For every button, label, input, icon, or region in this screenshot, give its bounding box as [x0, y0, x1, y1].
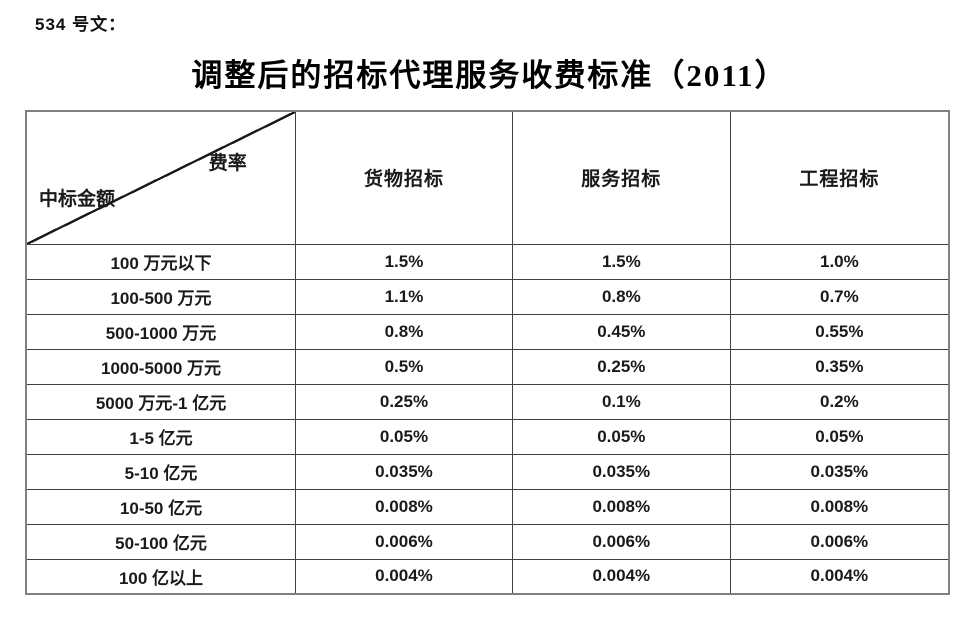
- table-row: 5-10 亿元 0.035% 0.035% 0.035%: [25, 453, 950, 490]
- amount-range-cell: 5000 万元-1 亿元: [25, 383, 297, 420]
- rate-value-cell: 0.004%: [511, 558, 731, 595]
- rate-value-cell: 0.25%: [295, 383, 513, 420]
- rate-value-cell: 0.25%: [511, 348, 731, 385]
- rate-value-cell: 0.55%: [729, 313, 950, 350]
- rate-value-cell: 0.035%: [729, 453, 950, 490]
- rate-value-cell: 0.2%: [729, 383, 950, 420]
- table-row: 100-500 万元 1.1% 0.8% 0.7%: [25, 278, 950, 315]
- rate-value-cell: 0.035%: [295, 453, 513, 490]
- table-row: 100 亿以上 0.004% 0.004% 0.004%: [25, 558, 950, 595]
- column-header-engineering: 工程招标: [729, 110, 950, 245]
- diagonal-corner-cell: 费率 中标金额: [25, 110, 297, 245]
- amount-range-cell: 50-100 亿元: [25, 523, 297, 560]
- column-header-goods: 货物招标: [295, 110, 513, 245]
- amount-range-cell: 100-500 万元: [25, 278, 297, 315]
- rate-value-cell: 0.006%: [511, 523, 731, 560]
- rate-value-cell: 0.05%: [295, 418, 513, 455]
- table-row: 50-100 亿元 0.006% 0.006% 0.006%: [25, 523, 950, 560]
- rate-value-cell: 0.006%: [729, 523, 950, 560]
- rate-value-cell: 0.05%: [729, 418, 950, 455]
- table-row: 500-1000 万元 0.8% 0.45% 0.55%: [25, 313, 950, 350]
- amount-range-cell: 10-50 亿元: [25, 488, 297, 525]
- rate-value-cell: 0.5%: [295, 348, 513, 385]
- page-title: 调整后的招标代理服务收费标准（2011）: [191, 58, 788, 93]
- rate-value-cell: 0.8%: [511, 278, 731, 315]
- corner-label-rate: 费率: [208, 152, 247, 174]
- header-row: 费率 中标金额 货物招标 服务招标 工程招标: [25, 110, 950, 245]
- table-row: 1-5 亿元 0.05% 0.05% 0.05%: [25, 418, 950, 455]
- corner-label-amount: 中标金额: [39, 189, 116, 211]
- rate-value-cell: 0.1%: [511, 383, 731, 420]
- rate-value-cell: 0.8%: [295, 313, 513, 350]
- rate-value-cell: 0.008%: [729, 488, 950, 525]
- rate-value-cell: 0.006%: [295, 523, 513, 560]
- rate-value-cell: 0.035%: [511, 453, 731, 490]
- column-header-service: 服务招标: [511, 110, 731, 245]
- rate-value-cell: 1.0%: [729, 243, 950, 280]
- amount-range-cell: 1000-5000 万元: [25, 348, 297, 385]
- rate-value-cell: 1.5%: [295, 243, 513, 280]
- document-ref-label: 534 号文：: [35, 15, 127, 34]
- amount-range-cell: 100 万元以下: [25, 243, 297, 280]
- rate-value-cell: 0.008%: [295, 488, 513, 525]
- amount-range-cell: 1-5 亿元: [25, 418, 297, 455]
- table-row: 10-50 亿元 0.008% 0.008% 0.008%: [25, 488, 950, 525]
- fee-table-head: 费率 中标金额 货物招标 服务招标 工程招标: [25, 110, 950, 245]
- rate-value-cell: 0.7%: [729, 278, 950, 315]
- fee-rate-table: 费率 中标金额 货物招标 服务招标 工程招标 100 万元以下 1.5% 1.5% 1…: [25, 110, 950, 595]
- amount-range-cell: 500-1000 万元: [25, 313, 297, 350]
- rate-value-cell: 0.004%: [295, 558, 513, 595]
- amount-range-cell: 5-10 亿元: [25, 453, 297, 490]
- table-row: 5000 万元-1 亿元 0.25% 0.1% 0.2%: [25, 383, 950, 420]
- table-row: 1000-5000 万元 0.5% 0.25% 0.35%: [25, 348, 950, 385]
- rate-value-cell: 0.05%: [511, 418, 731, 455]
- rate-value-cell: 0.45%: [511, 313, 731, 350]
- rate-value-cell: 0.35%: [729, 348, 950, 385]
- table-row: 100 万元以下 1.5% 1.5% 1.0%: [25, 243, 950, 280]
- rate-value-cell: 0.004%: [729, 558, 950, 595]
- amount-range-cell: 100 亿以上: [25, 558, 297, 595]
- rate-value-cell: 0.008%: [511, 488, 731, 525]
- rate-value-cell: 1.5%: [511, 243, 731, 280]
- fee-table-body: 100 万元以下 1.5% 1.5% 1.0% 100-500 万元 1.1% 0.8% 0.…: [25, 243, 950, 595]
- rate-value-cell: 1.1%: [295, 278, 513, 315]
